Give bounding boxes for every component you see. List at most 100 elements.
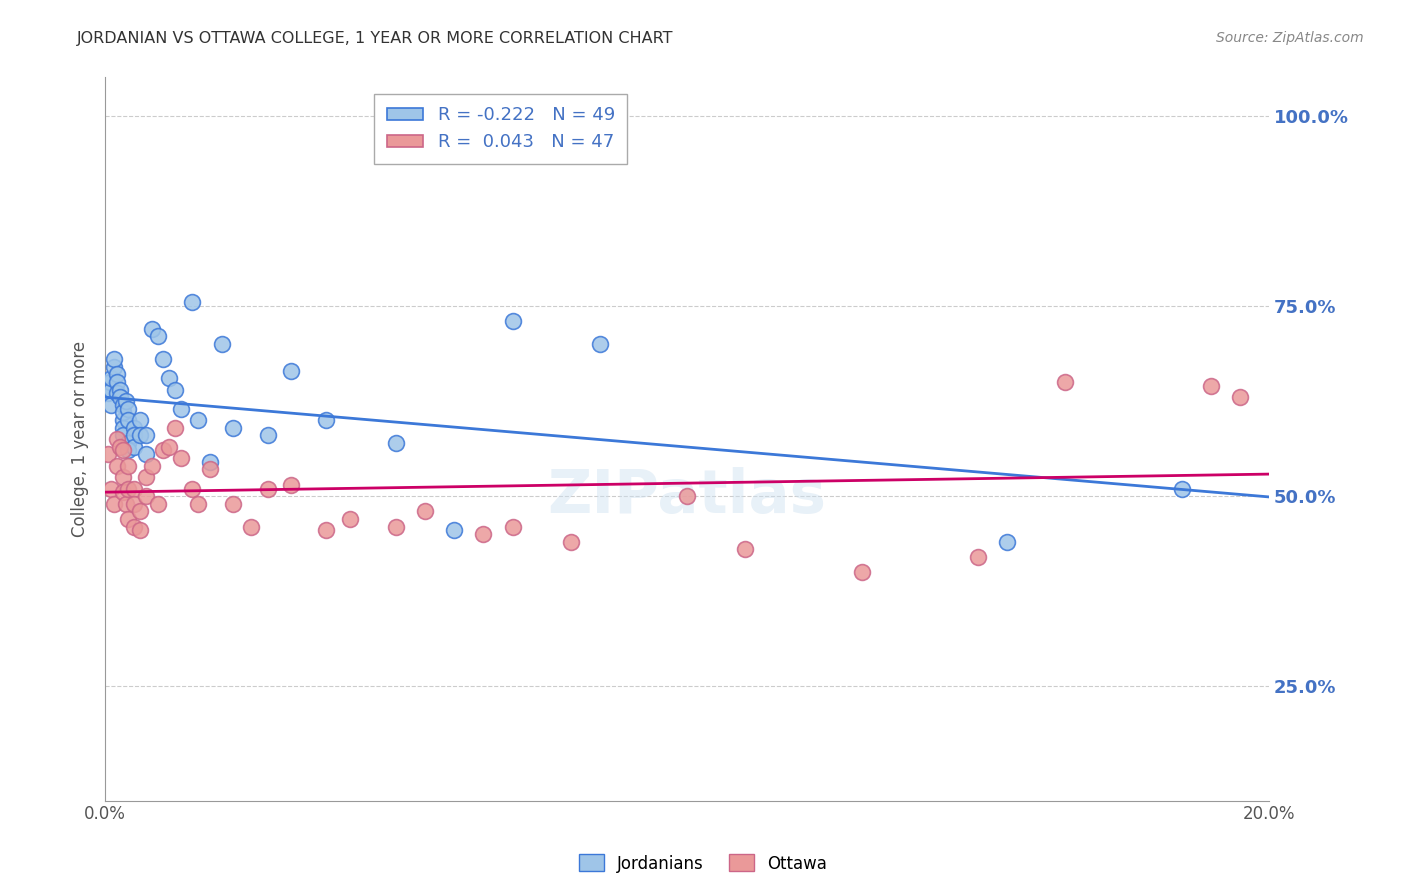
Point	[124, 420, 146, 434]
Point	[97, 447, 120, 461]
Point	[129, 428, 152, 442]
Point	[108, 390, 131, 404]
Point	[105, 458, 128, 473]
Point	[280, 477, 302, 491]
Point	[111, 428, 134, 442]
Point	[257, 482, 280, 496]
Point	[103, 359, 125, 374]
Point	[117, 512, 139, 526]
Point	[111, 420, 134, 434]
Point	[851, 566, 873, 580]
Point	[589, 337, 612, 351]
Point	[967, 549, 990, 564]
Point	[111, 485, 134, 500]
Point	[117, 435, 139, 450]
Point	[385, 519, 408, 533]
Point	[146, 329, 169, 343]
Point	[995, 534, 1018, 549]
Point	[135, 470, 157, 484]
Point	[152, 443, 174, 458]
Point	[315, 413, 337, 427]
Point	[108, 383, 131, 397]
Point	[152, 352, 174, 367]
Point	[117, 413, 139, 427]
Point	[111, 405, 134, 419]
Point	[105, 432, 128, 446]
Point	[198, 455, 221, 469]
Point	[100, 482, 122, 496]
Point	[1199, 378, 1222, 392]
Point	[97, 386, 120, 401]
Point	[111, 470, 134, 484]
Point	[1229, 390, 1251, 404]
Point	[211, 337, 233, 351]
Point	[280, 363, 302, 377]
Legend: Jordanians, Ottawa: Jordanians, Ottawa	[572, 847, 834, 880]
Point	[170, 401, 193, 416]
Point	[111, 443, 134, 458]
Point	[117, 401, 139, 416]
Point	[114, 394, 136, 409]
Point	[222, 420, 245, 434]
Point	[187, 413, 209, 427]
Point	[157, 440, 180, 454]
Point	[124, 497, 146, 511]
Point	[124, 519, 146, 533]
Point	[146, 497, 169, 511]
Point	[129, 504, 152, 518]
Point	[163, 383, 186, 397]
Text: Source: ZipAtlas.com: Source: ZipAtlas.com	[1216, 31, 1364, 45]
Point	[443, 524, 465, 538]
Point	[111, 398, 134, 412]
Point	[181, 295, 204, 310]
Point	[124, 482, 146, 496]
Point	[100, 398, 122, 412]
Point	[117, 458, 139, 473]
Point	[170, 451, 193, 466]
Legend: R = -0.222   N = 49, R =  0.043   N = 47: R = -0.222 N = 49, R = 0.043 N = 47	[374, 94, 627, 164]
Point	[135, 489, 157, 503]
Point	[141, 458, 163, 473]
Point	[676, 489, 699, 503]
Point	[105, 386, 128, 401]
Y-axis label: College, 1 year or more: College, 1 year or more	[72, 341, 89, 537]
Point	[1170, 482, 1192, 496]
Point	[117, 443, 139, 458]
Point	[114, 497, 136, 511]
Point	[239, 519, 262, 533]
Text: JORDANIAN VS OTTAWA COLLEGE, 1 YEAR OR MORE CORRELATION CHART: JORDANIAN VS OTTAWA COLLEGE, 1 YEAR OR M…	[77, 31, 673, 46]
Point	[198, 462, 221, 476]
Point	[100, 371, 122, 385]
Point	[129, 524, 152, 538]
Point	[560, 534, 582, 549]
Point	[502, 314, 524, 328]
Point	[124, 428, 146, 442]
Point	[157, 371, 180, 385]
Point	[100, 383, 122, 397]
Point	[141, 321, 163, 335]
Point	[181, 482, 204, 496]
Point	[108, 440, 131, 454]
Point	[257, 428, 280, 442]
Point	[1054, 375, 1077, 389]
Point	[734, 542, 756, 557]
Point	[103, 352, 125, 367]
Point	[472, 527, 495, 541]
Point	[124, 440, 146, 454]
Point	[103, 497, 125, 511]
Point	[315, 524, 337, 538]
Point	[187, 497, 209, 511]
Point	[163, 420, 186, 434]
Point	[385, 435, 408, 450]
Text: ZIPatlas: ZIPatlas	[547, 467, 827, 526]
Point	[117, 482, 139, 496]
Point	[135, 447, 157, 461]
Point	[413, 504, 436, 518]
Point	[129, 413, 152, 427]
Point	[502, 519, 524, 533]
Point	[98, 375, 121, 389]
Point	[105, 368, 128, 382]
Point	[105, 375, 128, 389]
Point	[222, 497, 245, 511]
Point	[135, 428, 157, 442]
